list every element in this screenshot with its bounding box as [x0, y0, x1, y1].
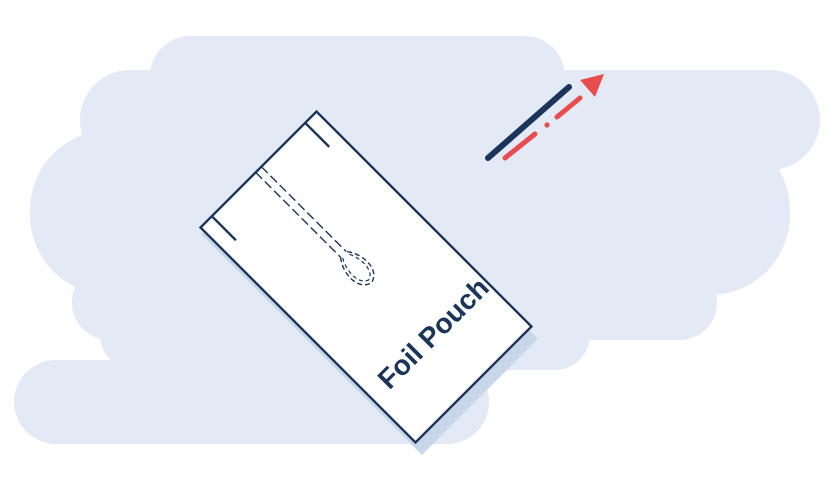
foil-pouch-diagram: Foil Pouch [0, 0, 840, 480]
